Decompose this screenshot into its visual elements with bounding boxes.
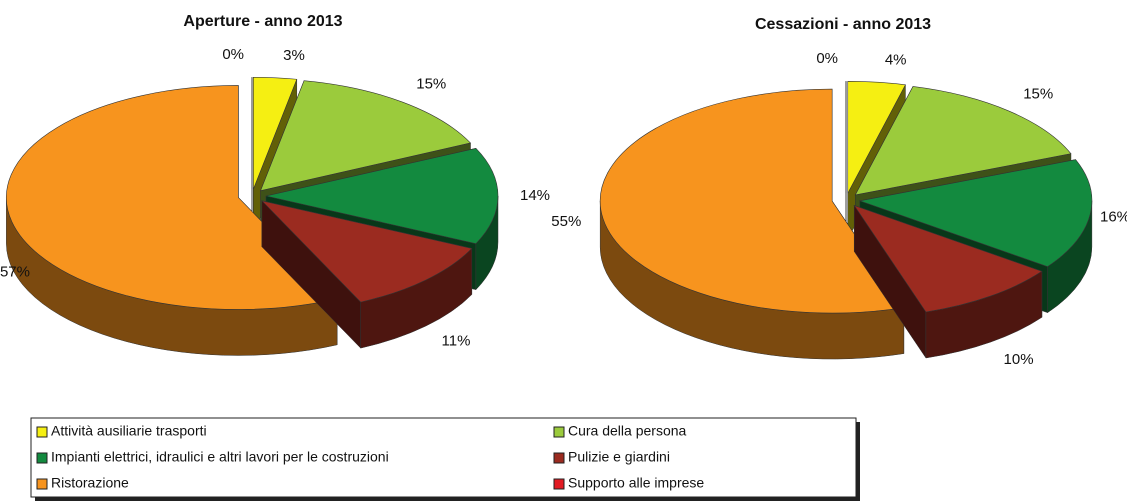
data-label: 0% <box>816 50 838 67</box>
chart-title: Cessazioni - anno 2013 <box>755 16 931 33</box>
chart-title: Aperture - anno 2013 <box>183 13 342 30</box>
legend-swatch <box>36 426 48 438</box>
slice <box>853 204 1043 359</box>
data-label: 10% <box>1004 351 1034 368</box>
data-label: 11% <box>442 333 471 350</box>
slice <box>260 200 473 349</box>
slice-top <box>854 86 1072 196</box>
data-label: 57% <box>0 264 30 281</box>
data-label: 15% <box>416 76 446 93</box>
legend-label: Pulizie e giardini <box>568 449 670 465</box>
slice-top <box>6 85 338 310</box>
legend-label: Attività ausiliarie trasporti <box>51 423 207 439</box>
slice-top <box>253 76 298 190</box>
data-label: 4% <box>885 51 907 68</box>
data-label: 0% <box>222 46 244 63</box>
legend-box <box>30 417 857 498</box>
legend-label: Supporto alle imprese <box>568 475 704 491</box>
slice-top <box>599 88 905 314</box>
slice-top <box>265 147 499 245</box>
data-label: 15% <box>1023 85 1053 102</box>
legend-label: Cura della persona <box>568 423 687 439</box>
legend-label: Impianti elettrici, idraulici e altri la… <box>51 449 389 465</box>
slice-top <box>858 159 1093 268</box>
slice-top <box>260 200 473 303</box>
data-label: 3% <box>283 47 305 64</box>
legend-swatch <box>36 452 48 464</box>
legend-swatch <box>553 452 565 464</box>
legend-swatch <box>553 478 565 490</box>
data-label: 55% <box>551 213 581 230</box>
slice-top <box>847 80 906 194</box>
legend-swatch <box>36 478 48 490</box>
slice-top <box>853 204 1043 313</box>
legend-swatch <box>553 426 565 438</box>
data-label: 16% <box>1100 209 1127 226</box>
data-label: 14% <box>520 187 550 204</box>
legend-label: Ristorazione <box>51 475 129 491</box>
slice-top <box>260 80 472 192</box>
slice <box>599 88 905 360</box>
